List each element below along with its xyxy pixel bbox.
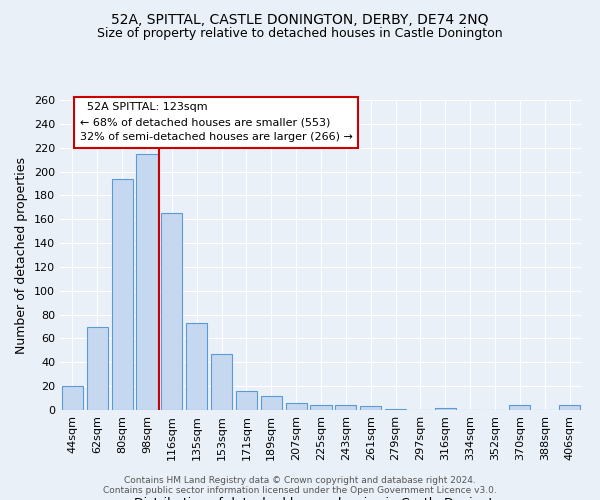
Bar: [435, 408, 456, 410]
Bar: [136, 154, 158, 410]
Bar: [310, 405, 332, 410]
Y-axis label: Number of detached properties: Number of detached properties: [16, 156, 28, 354]
Bar: [559, 405, 580, 410]
Bar: [385, 409, 406, 410]
Bar: [509, 405, 530, 410]
Bar: [112, 178, 133, 410]
Text: Distribution of detached houses by size in Castle Donington: Distribution of detached houses by size …: [134, 497, 508, 500]
Bar: [286, 403, 307, 410]
Bar: [335, 405, 356, 410]
Bar: [236, 391, 257, 410]
Text: 52A SPITTAL: 123sqm
← 68% of detached houses are smaller (553)
32% of semi-detac: 52A SPITTAL: 123sqm ← 68% of detached ho…: [80, 102, 353, 142]
Bar: [360, 406, 381, 410]
Bar: [161, 214, 182, 410]
Bar: [261, 396, 282, 410]
Bar: [186, 323, 207, 410]
Bar: [87, 326, 108, 410]
Bar: [211, 354, 232, 410]
Bar: [62, 386, 83, 410]
Text: 52A, SPITTAL, CASTLE DONINGTON, DERBY, DE74 2NQ: 52A, SPITTAL, CASTLE DONINGTON, DERBY, D…: [111, 12, 489, 26]
Text: Contains HM Land Registry data © Crown copyright and database right 2024.: Contains HM Land Registry data © Crown c…: [124, 476, 476, 485]
Text: Size of property relative to detached houses in Castle Donington: Size of property relative to detached ho…: [97, 28, 503, 40]
Text: Contains public sector information licensed under the Open Government Licence v3: Contains public sector information licen…: [103, 486, 497, 495]
